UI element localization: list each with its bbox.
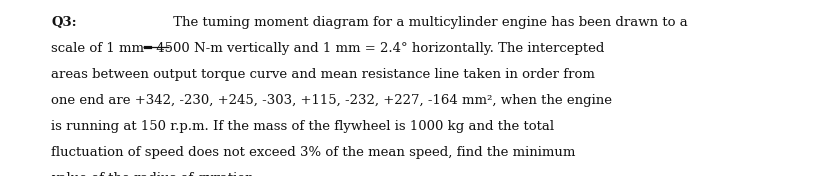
Text: one end are +342, -230, +245, -303, +115, -232, +227, -164 mm², when the engine: one end are +342, -230, +245, -303, +115…: [51, 94, 612, 107]
Text: value of the radius of gyration.: value of the radius of gyration.: [51, 172, 258, 176]
Text: The tuming moment diagram for a multicylinder engine has been drawn to a: The tuming moment diagram for a multicyl…: [169, 16, 687, 29]
Text: Q3:: Q3:: [51, 16, 77, 29]
Text: is running at 150 r.p.m. If the mass of the flywheel is 1000 kg and the total: is running at 150 r.p.m. If the mass of …: [51, 120, 554, 133]
Text: scale of 1 mm═ 4500 N-m vertically and 1 mm = 2.4° horizontally. The intercepted: scale of 1 mm═ 4500 N-m vertically and 1…: [51, 42, 604, 55]
Text: fluctuation of speed does not exceed 3% of the mean speed, find the minimum: fluctuation of speed does not exceed 3% …: [51, 146, 575, 159]
Text: areas between output torque curve and mean resistance line taken in order from: areas between output torque curve and me…: [51, 68, 595, 81]
